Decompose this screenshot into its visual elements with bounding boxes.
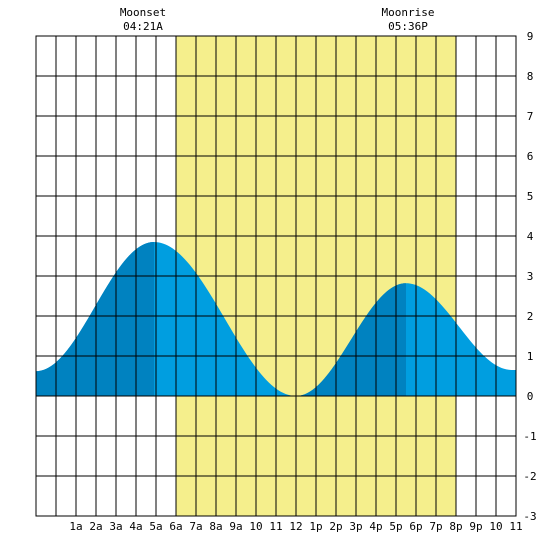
y-tick-label: 3 [527, 270, 534, 283]
x-tick-label: 6p [409, 520, 422, 533]
y-tick-label: 8 [527, 70, 534, 83]
y-tick-label: -3 [523, 510, 536, 523]
x-tick-label: 6a [169, 520, 182, 533]
x-tick-label: 12 [289, 520, 302, 533]
y-tick-label: 0 [527, 390, 534, 403]
y-tick-label: 7 [527, 110, 534, 123]
x-tick-label: 3p [349, 520, 362, 533]
y-tick-label: 1 [527, 350, 534, 363]
y-tick-label: -1 [523, 430, 536, 443]
y-tick-label: 2 [527, 310, 534, 323]
y-tick-label: 5 [527, 190, 534, 203]
tide-rising-band-2 [296, 283, 406, 396]
x-tick-label: 7a [189, 520, 202, 533]
x-tick-label: 4a [129, 520, 142, 533]
event-time: 04:21A [123, 20, 163, 33]
y-tick-label: 6 [527, 150, 534, 163]
x-tick-label: 2p [329, 520, 342, 533]
tide-rising-band-1 [36, 242, 154, 396]
y-tick-label: 9 [527, 30, 534, 43]
x-tick-label: 1p [309, 520, 322, 533]
x-tick-label: 3a [109, 520, 122, 533]
event-title: Moonset [120, 6, 166, 19]
x-tick-label: 2a [89, 520, 102, 533]
x-tick-label: 8p [449, 520, 462, 533]
plot-border [35, 35, 517, 517]
x-tick-label: 1a [69, 520, 82, 533]
event-title: Moonrise [382, 6, 435, 19]
y-tick-label: -2 [523, 470, 536, 483]
y-tick-label: 4 [527, 230, 534, 243]
event-time: 05:36P [388, 20, 428, 33]
x-tick-label: 11 [509, 520, 522, 533]
x-tick-label: 7p [429, 520, 442, 533]
x-tick-label: 9p [469, 520, 482, 533]
x-tick-label: 10 [249, 520, 262, 533]
x-tick-label: 4p [369, 520, 382, 533]
x-tick-label: 5p [389, 520, 402, 533]
x-tick-label: 11 [269, 520, 282, 533]
x-tick-label: 5a [149, 520, 162, 533]
x-tick-label: 8a [209, 520, 222, 533]
x-tick-label: 9a [229, 520, 242, 533]
x-tick-label: 10 [489, 520, 502, 533]
